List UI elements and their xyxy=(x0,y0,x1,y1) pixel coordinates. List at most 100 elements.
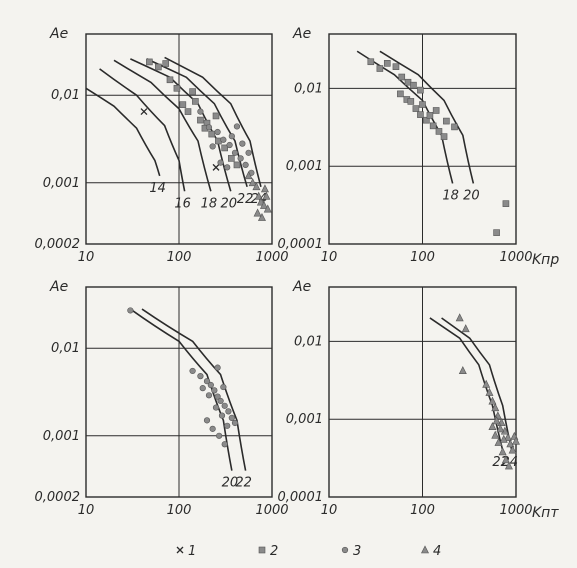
legend-marker xyxy=(421,545,429,554)
y-tick-label: 0,0001 xyxy=(278,237,324,252)
data-point-series-4 xyxy=(504,461,513,470)
curve-label: 22 xyxy=(235,476,252,491)
data-point-series-2 xyxy=(429,122,437,130)
data-point-series-3 xyxy=(212,404,220,411)
data-point-series-2 xyxy=(392,63,400,70)
data-point-series-2 xyxy=(227,155,235,162)
data-point-series-2 xyxy=(404,78,412,86)
curve-22 xyxy=(141,308,247,471)
data-point-series-3 xyxy=(211,387,218,394)
data-point-series-3 xyxy=(214,393,221,400)
data-point-series-4 xyxy=(512,436,520,445)
curve-22 xyxy=(146,58,248,188)
x-tick-label: 1000 xyxy=(499,250,532,265)
curve-label: 20 xyxy=(220,196,237,211)
curve-20 xyxy=(379,50,475,184)
data-point-series-1 xyxy=(140,108,148,116)
data-point-series-2 xyxy=(419,101,426,108)
data-point-series-4 xyxy=(498,447,507,456)
curve-24 xyxy=(441,317,513,451)
data-point-series-4 xyxy=(488,396,497,405)
data-point-series-2 xyxy=(208,130,216,138)
data-point-series-2 xyxy=(162,60,170,67)
y-tick-label: 0,0001 xyxy=(278,490,324,505)
y-axis-label: Ae xyxy=(292,279,311,295)
x-tick-label: 100 xyxy=(167,503,192,518)
x-tick-label: 10 xyxy=(78,503,95,518)
data-point-series-2 xyxy=(397,90,404,98)
y-tick-label: 0,0002 xyxy=(35,237,81,252)
data-point-series-2 xyxy=(502,200,510,207)
data-point-series-3 xyxy=(207,381,214,389)
data-point-series-3 xyxy=(127,307,134,314)
curve-label: 18 xyxy=(201,196,218,211)
data-point-series-3 xyxy=(224,422,231,429)
y-axis-label: Ae xyxy=(49,279,68,295)
legend-label: 1 xyxy=(188,544,196,559)
data-point-series-2 xyxy=(398,73,406,81)
data-point-series-4 xyxy=(257,212,266,221)
data-point-series-4 xyxy=(244,171,253,180)
y-tick-label: 0,001 xyxy=(43,176,80,191)
legend-label: 2 xyxy=(270,544,278,559)
x-tick-label: 100 xyxy=(410,503,435,518)
data-point-series-4 xyxy=(499,434,508,443)
data-point-series-4 xyxy=(455,313,464,322)
y-tick-label: 0,01 xyxy=(294,81,323,96)
data-point-series-2 xyxy=(417,86,424,94)
data-point-series-3 xyxy=(245,149,252,156)
legend-marker xyxy=(258,546,266,554)
x-tick-label: 100 xyxy=(167,250,192,265)
data-point-series-3 xyxy=(214,364,221,371)
data-point-series-2 xyxy=(367,58,375,66)
data-point-series-4 xyxy=(458,366,467,374)
data-point-series-4 xyxy=(488,422,497,431)
data-point-series-2 xyxy=(435,128,443,135)
data-point-series-3 xyxy=(197,373,204,380)
data-point-series-4 xyxy=(253,208,262,217)
data-point-series-2 xyxy=(423,116,430,124)
data-point-series-4 xyxy=(492,416,501,425)
data-point-series-2 xyxy=(146,58,153,66)
data-point-series-4 xyxy=(506,439,515,448)
data-point-series-3 xyxy=(220,136,227,143)
data-point-series-2 xyxy=(426,112,434,119)
data-point-series-2 xyxy=(173,84,181,92)
data-point-series-3 xyxy=(221,402,228,409)
data-point-series-3 xyxy=(233,123,241,130)
data-point-series-3 xyxy=(197,108,204,115)
data-point-series-4 xyxy=(263,204,272,213)
data-point-series-3 xyxy=(225,408,232,415)
curve-22 xyxy=(429,317,504,451)
data-point-series-4 xyxy=(461,324,470,333)
data-point-series-2 xyxy=(189,88,196,95)
legend: 1 2 3 4 xyxy=(176,544,441,559)
curve-20 xyxy=(129,308,233,471)
data-point-series-2 xyxy=(407,98,415,105)
data-point-series-3 xyxy=(217,397,224,405)
data-point-series-2 xyxy=(233,161,241,169)
data-point-series-3 xyxy=(203,378,211,385)
data-point-series-3 xyxy=(224,164,231,171)
data-point-series-4 xyxy=(256,197,265,206)
curve-24 xyxy=(164,56,262,188)
x-tick-label: 10 xyxy=(321,503,338,518)
data-point-series-2 xyxy=(212,112,220,120)
data-point-series-3 xyxy=(231,149,239,156)
data-point-series-2 xyxy=(221,144,228,152)
curve-label: 20 xyxy=(463,188,480,203)
data-point-series-2 xyxy=(166,76,174,84)
y-tick-label: 0,01 xyxy=(294,334,323,349)
curve-14 xyxy=(85,87,161,177)
curve-label: 20 xyxy=(222,476,239,491)
data-point-series-2 xyxy=(443,117,450,125)
data-point-series-4 xyxy=(493,411,502,420)
legend-label: 4 xyxy=(433,544,441,559)
legend-marker xyxy=(176,546,184,554)
data-point-series-2 xyxy=(432,107,440,114)
